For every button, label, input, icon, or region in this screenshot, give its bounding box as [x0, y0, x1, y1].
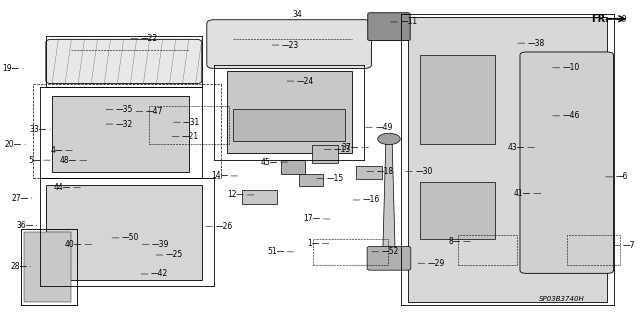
FancyBboxPatch shape — [520, 52, 614, 273]
Text: —38: —38 — [527, 39, 545, 48]
Bar — [356, 167, 382, 179]
Text: —50: —50 — [122, 234, 140, 242]
Text: —16: —16 — [363, 196, 380, 204]
Text: SP03B3740H: SP03B3740H — [539, 296, 584, 302]
Text: —21: —21 — [182, 132, 199, 141]
Text: —7: —7 — [623, 241, 636, 250]
Bar — [313, 239, 388, 265]
FancyBboxPatch shape — [368, 13, 410, 41]
Text: 1—: 1— — [307, 239, 319, 248]
Text: 40—: 40— — [65, 240, 82, 249]
Bar — [281, 160, 305, 174]
FancyBboxPatch shape — [46, 39, 202, 84]
Text: 27—: 27— — [11, 194, 28, 203]
Text: 45—: 45— — [260, 158, 278, 167]
Text: —6: —6 — [616, 172, 628, 182]
FancyBboxPatch shape — [207, 20, 371, 69]
Text: —42: —42 — [150, 270, 168, 278]
Text: —11: —11 — [400, 18, 417, 26]
Circle shape — [378, 133, 400, 145]
Text: —9: —9 — [615, 15, 627, 24]
Bar — [408, 17, 607, 302]
Bar — [420, 55, 495, 144]
Text: —39: —39 — [152, 240, 170, 249]
Text: 12—: 12— — [227, 190, 244, 199]
Bar — [243, 189, 276, 204]
Text: 28—: 28— — [10, 262, 27, 271]
Text: 36—: 36— — [16, 221, 33, 230]
Text: —25: —25 — [166, 250, 183, 259]
Text: —30: —30 — [415, 167, 433, 176]
Text: 48—: 48— — [60, 156, 77, 165]
Bar — [312, 145, 338, 163]
Polygon shape — [383, 141, 396, 254]
Text: —46: —46 — [563, 111, 580, 120]
Text: 14—: 14— — [211, 171, 228, 181]
Bar — [567, 235, 620, 265]
Text: —47: —47 — [146, 107, 163, 116]
Text: 44—: 44— — [54, 183, 71, 192]
Bar — [21, 229, 77, 305]
Text: —13: —13 — [334, 145, 351, 154]
Text: 37—: 37— — [342, 143, 359, 152]
Text: 5—: 5— — [28, 156, 41, 165]
Text: —32: —32 — [116, 120, 133, 129]
Text: —31: —31 — [183, 118, 200, 127]
Bar — [458, 235, 517, 265]
Text: —15: —15 — [326, 174, 344, 183]
Text: 8—: 8— — [449, 237, 461, 246]
Text: 51—: 51— — [267, 247, 284, 256]
Bar — [420, 182, 495, 239]
Text: —29: —29 — [428, 259, 445, 268]
Text: 17—: 17— — [303, 214, 321, 223]
Text: 43—: 43— — [508, 143, 525, 152]
Text: 20—: 20— — [5, 140, 22, 149]
Bar — [148, 106, 228, 144]
Text: —35: —35 — [116, 105, 133, 114]
Text: 4—: 4— — [50, 146, 63, 155]
Bar — [24, 232, 71, 302]
Text: —10: —10 — [563, 63, 580, 72]
Text: 34: 34 — [292, 10, 302, 19]
Bar — [46, 185, 202, 280]
Bar — [227, 71, 351, 153]
Text: —26: —26 — [216, 222, 233, 231]
Text: —23: —23 — [282, 41, 299, 49]
Text: 41—: 41— — [514, 189, 531, 198]
Text: —18: —18 — [376, 167, 394, 176]
Bar — [298, 174, 323, 186]
Text: 33—: 33— — [29, 125, 47, 134]
Bar — [33, 84, 221, 178]
Text: —24: —24 — [297, 77, 314, 85]
Text: —52: —52 — [381, 247, 399, 256]
Text: 19—: 19— — [3, 64, 20, 73]
Bar — [233, 109, 346, 141]
Text: —49: —49 — [375, 123, 392, 132]
Bar — [52, 96, 189, 172]
Text: —22: —22 — [141, 34, 158, 43]
FancyBboxPatch shape — [367, 247, 411, 270]
Text: FR.: FR. — [591, 14, 609, 24]
